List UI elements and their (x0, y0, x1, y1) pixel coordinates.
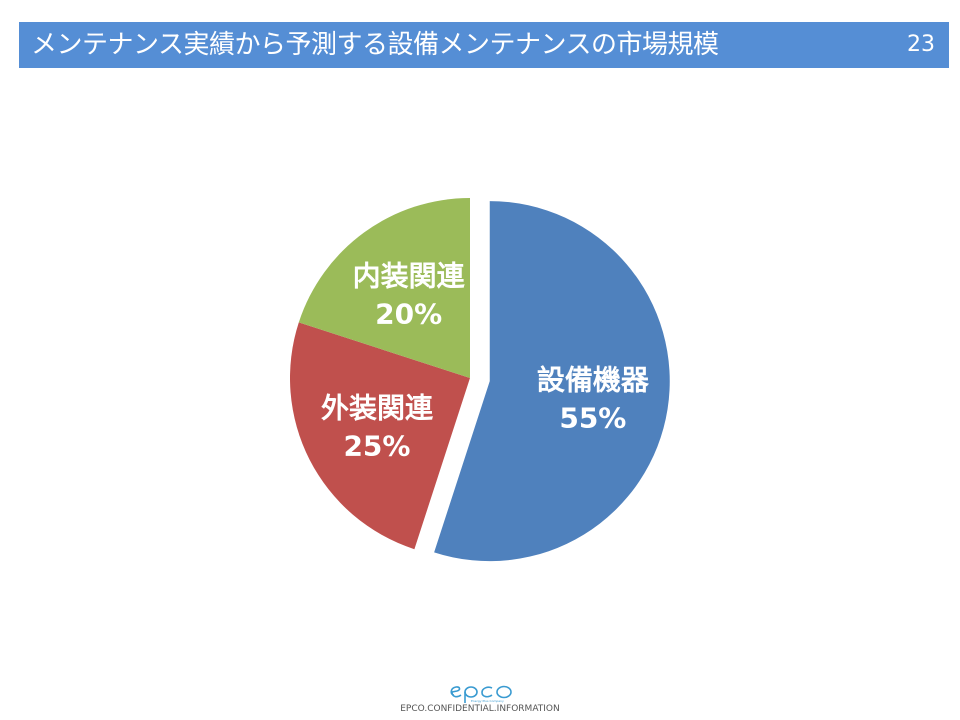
slice-label-0: 設備機器 (537, 363, 650, 396)
slice-percent-0: 55% (559, 401, 626, 434)
logo-tagline: Energy Plus Company (471, 699, 504, 703)
pie-slices (290, 198, 670, 562)
page-number: 23 (907, 32, 935, 57)
pie-slice-0 (434, 201, 670, 562)
pie-slice-1 (290, 322, 470, 550)
pie-labels: 設備機器 55% 外装関連 25% 内装関連 20% (321, 260, 650, 463)
slice-label-2: 内装関連 (353, 260, 466, 293)
title-bar: メンテナンス実績から予測する設備メンテナンスの市場規模 23 (19, 22, 949, 68)
confidential-footer: EPCO.CONFIDENTIAL.INFORMATION (400, 704, 560, 714)
slice-percent-2: 20% (375, 298, 442, 331)
pie-slice-2 (298, 198, 470, 378)
slice-percent-1: 25% (343, 429, 410, 462)
epco-logo (450, 685, 512, 703)
slide-title: メンテナンス実績から予測する設備メンテナンスの市場規模 (31, 30, 719, 60)
slice-label-1: 外装関連 (321, 391, 434, 424)
